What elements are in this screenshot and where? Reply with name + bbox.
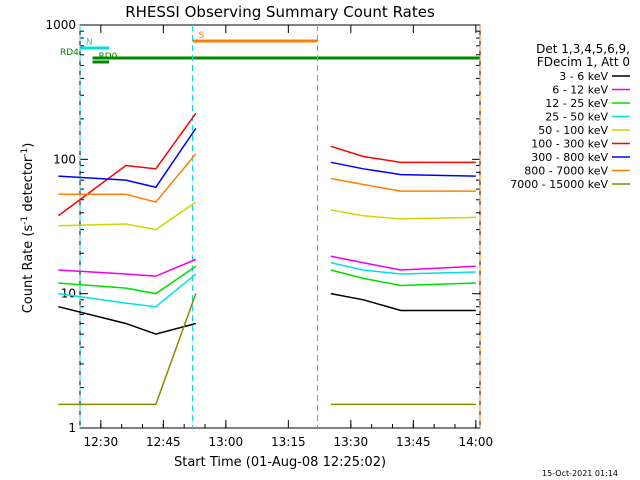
legend-label: 300 - 800 keV (531, 151, 608, 164)
series-line (330, 255, 476, 271)
legend-label: 800 - 7000 keV (524, 165, 608, 178)
y-tick-label: 1000 (45, 18, 76, 32)
x-tick-label: 12:30 (84, 435, 119, 449)
legend-label: 6 - 12 keV (552, 84, 608, 97)
x-tick-label: 13:00 (209, 435, 244, 449)
legend-label: 7000 - 15000 keV (510, 178, 608, 191)
series-line (330, 161, 476, 177)
series-line (58, 273, 197, 308)
flag-label: RD4 (60, 48, 79, 58)
x-axis-label: Start Time (01-Aug-08 12:25:02) (174, 455, 386, 470)
x-tick-label: 13:15 (271, 435, 306, 449)
flag-label: N (86, 38, 93, 48)
series-line (330, 177, 476, 192)
series-line (58, 293, 197, 406)
legend-label: 12 - 25 keV (545, 97, 608, 110)
y-axis-label: Count Rate (s-1 detector-1) (20, 143, 36, 314)
series-line (58, 201, 197, 231)
y-tick-label: 10 (61, 287, 76, 301)
x-tick-label: 13:30 (334, 435, 369, 449)
legend-header-line-1: Det 1,3,4,5,6,9, (536, 42, 630, 56)
y-tick-label: 100 (53, 152, 76, 166)
legend-label: 3 - 6 keV (559, 70, 608, 83)
series-line (330, 261, 476, 275)
series-line (58, 127, 197, 189)
series-line (330, 145, 476, 164)
series-line (330, 292, 476, 312)
legend-label: 100 - 300 keV (531, 138, 608, 151)
legend-header-line-2: FDecim 1, Att 0 (537, 55, 630, 69)
legend-label: 50 - 100 keV (538, 124, 608, 137)
series-line (58, 258, 197, 277)
series-line (330, 269, 476, 287)
series-line (330, 209, 476, 220)
x-tick-label: 13:45 (396, 435, 431, 449)
series-line (58, 265, 197, 295)
series-line (57, 112, 197, 217)
legend-label: 25 - 50 keV (545, 111, 608, 124)
series-line (58, 305, 197, 335)
x-tick-label: 14:00 (459, 435, 494, 449)
chart-title: RHESSI Observing Summary Count Rates (125, 3, 435, 21)
x-tick-label: 12:45 (146, 435, 181, 449)
series-line (58, 153, 197, 204)
flag-label: S (199, 31, 205, 41)
y-tick-label: 1 (68, 421, 76, 435)
timestamp: 15-Oct-2021 01:14 (542, 469, 618, 478)
